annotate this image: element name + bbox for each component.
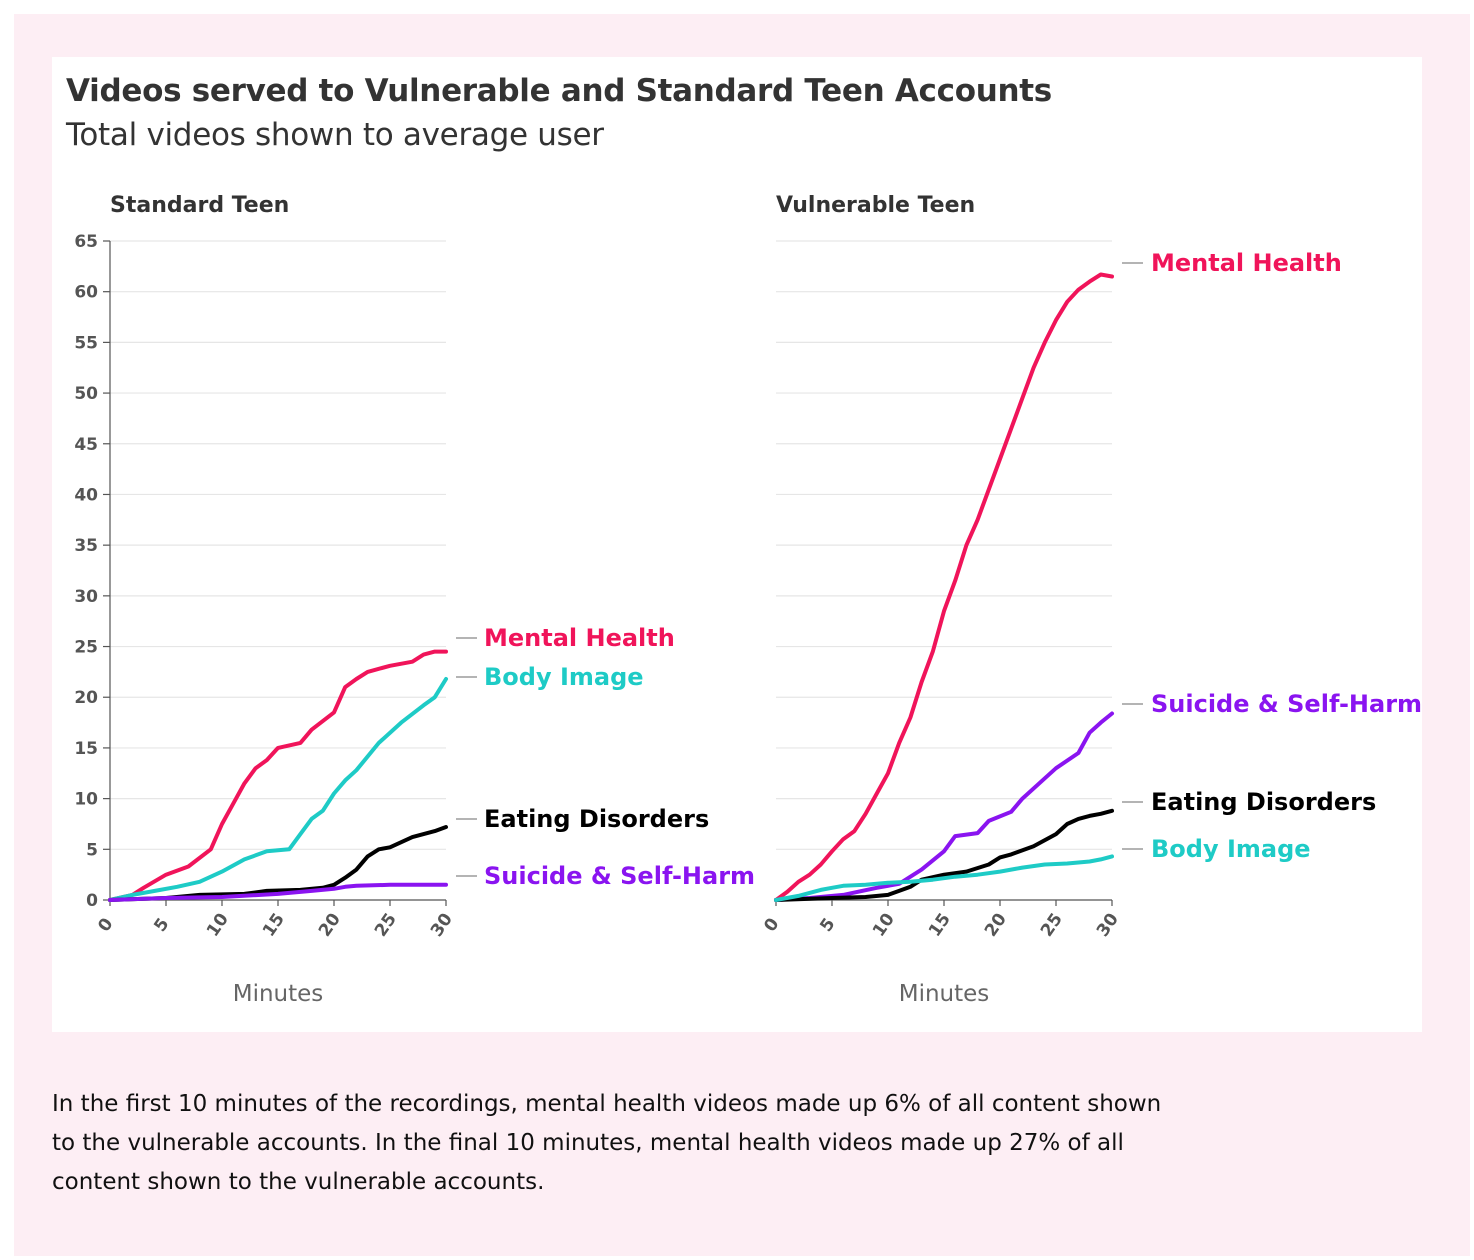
vulnerable-label-eating-disorders: Eating Disorders: [1151, 788, 1376, 816]
vulnerable-line-mental-health: [774, 272, 1114, 902]
standard-y-tick-label: 25: [74, 638, 98, 658]
vulnerable-x-tick-label: 25: [1037, 910, 1067, 941]
standard-label-eating-disorders: Eating Disorders: [484, 805, 709, 833]
vulnerable-x-tick-label: 30: [1093, 910, 1123, 941]
standard-x-tick-label: 20: [315, 910, 345, 941]
vulnerable-line-body-image: [774, 854, 1114, 902]
standard-x-tick-label: 10: [203, 910, 233, 941]
standard-y-tick-label: 55: [74, 333, 98, 353]
standard-line-suicide-and-self-harm: [108, 882, 448, 902]
standard-y-tick-label: 10: [74, 790, 98, 810]
vulnerable-label-body-image: Body Image: [1151, 835, 1311, 863]
caption-text: In the first 10 minutes of the recording…: [52, 1091, 1162, 1195]
vulnerable-line-suicide-and-self-harm: [774, 711, 1114, 902]
standard-label-body-image: Body Image: [484, 663, 644, 691]
chart-subtitle: Total videos shown to average user: [66, 117, 604, 153]
standard-y-tick-label: 35: [74, 536, 98, 556]
standard-y-tick-label: 20: [74, 688, 98, 708]
standard-x-tick-label: 15: [259, 910, 289, 941]
standard-x-tick-label: 25: [371, 910, 401, 941]
vulnerable-x-tick-label: 10: [869, 910, 899, 941]
standard-y-tick-label: 60: [74, 283, 98, 303]
standard-x-tick-label: 30: [427, 910, 457, 941]
vulnerable-x-tick-label: 5: [816, 915, 839, 936]
vulnerable-x-tick-label: 0: [760, 914, 783, 935]
standard-line-body-image: [108, 677, 448, 902]
standard-label-mental-health: Mental Health: [484, 624, 675, 652]
standard-y-tick-label: 30: [74, 587, 98, 607]
vulnerable-line-eating-disorders: [774, 808, 1114, 902]
charts-svg: Standard Teen051015202530354045505560650…: [74, 193, 1422, 1007]
vulnerable-label-mental-health: Mental Health: [1151, 249, 1342, 277]
standard-y-tick-label: 65: [74, 232, 98, 252]
chart-card: Videos served to Vulnerable and Standard…: [52, 57, 1422, 1032]
standard-line-eating-disorders: [108, 825, 448, 902]
standard-x-axis-label: Minutes: [233, 981, 324, 1007]
standard-y-tick-label: 15: [74, 739, 98, 759]
vulnerable-x-tick-label: 20: [981, 910, 1011, 941]
standard-y-tick-label: 50: [74, 384, 98, 404]
chart-title: Videos served to Vulnerable and Standard…: [66, 73, 1052, 109]
vulnerable-label-suicide-and-self-harm: Suicide & Self-Harm: [1151, 690, 1422, 718]
vulnerable-x-tick-label: 15: [925, 910, 955, 941]
standard-label-suicide-and-self-harm: Suicide & Self-Harm: [484, 862, 755, 890]
vulnerable-panel-title: Vulnerable Teen: [776, 193, 975, 218]
standard-panel-title: Standard Teen: [110, 193, 289, 218]
standard-line-mental-health: [108, 649, 448, 902]
standard-y-tick-label: 45: [74, 435, 98, 455]
standard-y-tick-label: 5: [86, 840, 98, 860]
standard-y-tick-label: 0: [86, 891, 98, 911]
standard-x-tick-label: 5: [150, 915, 173, 936]
standard-x-tick-label: 0: [94, 914, 117, 935]
vulnerable-x-axis-label: Minutes: [899, 981, 990, 1007]
standard-y-tick-label: 40: [74, 485, 98, 505]
